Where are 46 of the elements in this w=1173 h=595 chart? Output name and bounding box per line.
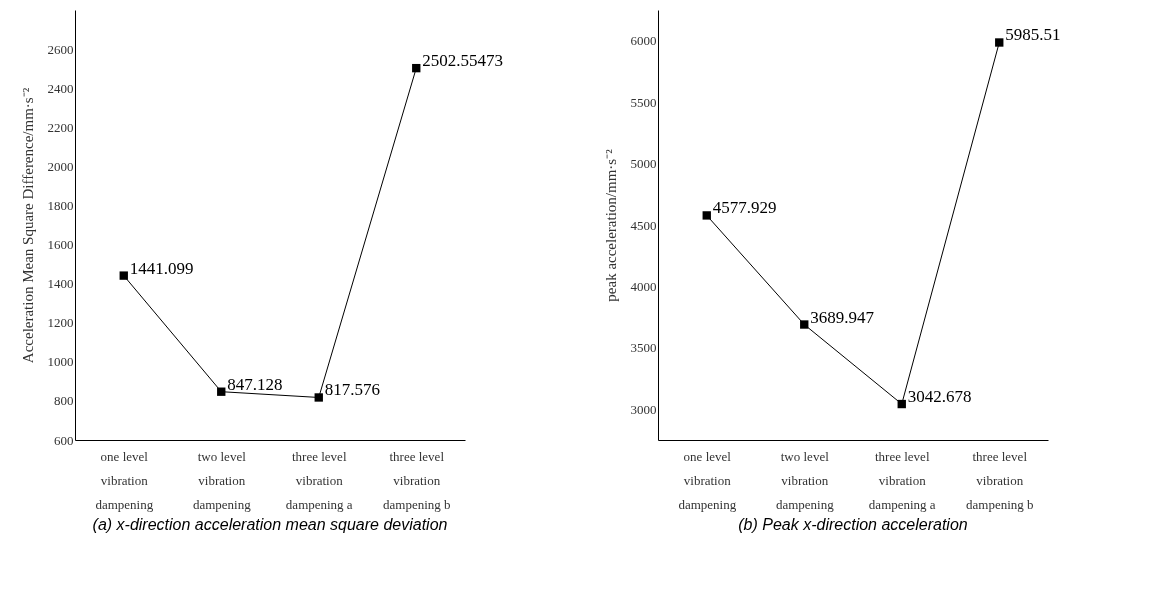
x-tick-label: two level vibration dampening (192, 448, 252, 512)
point (995, 38, 1004, 47)
y-tick-label: 2200 (47, 119, 74, 135)
point (897, 399, 906, 409)
y-tick-label: 4500 (630, 217, 657, 233)
x-tick-label: one level vibration dampening (678, 448, 737, 512)
data-label: 3689.947 (810, 307, 875, 327)
y-tick-label: 5000 (630, 156, 657, 172)
y-tick-label: 3000 (630, 401, 657, 417)
point (314, 393, 323, 402)
y-tick-label: 2400 (47, 80, 74, 96)
point (412, 63, 421, 73)
y-tick-label: 3500 (630, 340, 657, 356)
text: (a) x-direction acceleration mean square deviation (92, 516, 448, 533)
point (217, 387, 226, 396)
y-tick-label: 2000 (47, 158, 74, 174)
x-tick-label: three level vibration dampening a (868, 448, 936, 512)
x-tick-label: three level vibration dampening b (965, 448, 1034, 512)
y-tick-label: 1200 (47, 315, 74, 331)
y-tick-label: 1400 (47, 276, 74, 292)
y-tick-label: 1600 (47, 237, 74, 253)
x-tick-label: three level vibration dampening a (285, 448, 353, 512)
y-tick-label: 2600 (47, 41, 74, 57)
x-tick-label: three level vibration dampening b (382, 448, 451, 512)
y-tick-label: 800 (54, 393, 74, 409)
y-tick-label: 6000 (630, 33, 657, 49)
data-label: 817.576 (324, 380, 380, 400)
x-tick-label: two level vibration dampening (775, 448, 835, 512)
data-label: 5985.51 (1005, 25, 1061, 45)
x-tick-label: one level vibration dampening (95, 448, 154, 512)
point (119, 271, 128, 280)
data-label: 2502.55473 (422, 51, 503, 71)
data-label: 847.128 (227, 374, 283, 394)
data-label: 4577.929 (712, 198, 777, 218)
point (800, 320, 809, 329)
point (702, 211, 711, 220)
y-tick-label: 1800 (47, 197, 74, 213)
y-tick-label: 1000 (47, 354, 74, 370)
y-tick-label: 4000 (630, 278, 657, 294)
text: (b) Peak x-direction acceleration (738, 516, 968, 533)
y-tick-label: 600 (54, 432, 74, 448)
data-label: 3042.678 (907, 387, 972, 407)
data-label: 1441.099 (129, 258, 194, 278)
y-axis-title: peak acceleration/mm·s⁻² (602, 148, 619, 302)
y-axis-title: Acceleration Mean Square Difference/mm·s⁻² (19, 87, 36, 364)
y-tick-label: 5500 (630, 94, 657, 110)
